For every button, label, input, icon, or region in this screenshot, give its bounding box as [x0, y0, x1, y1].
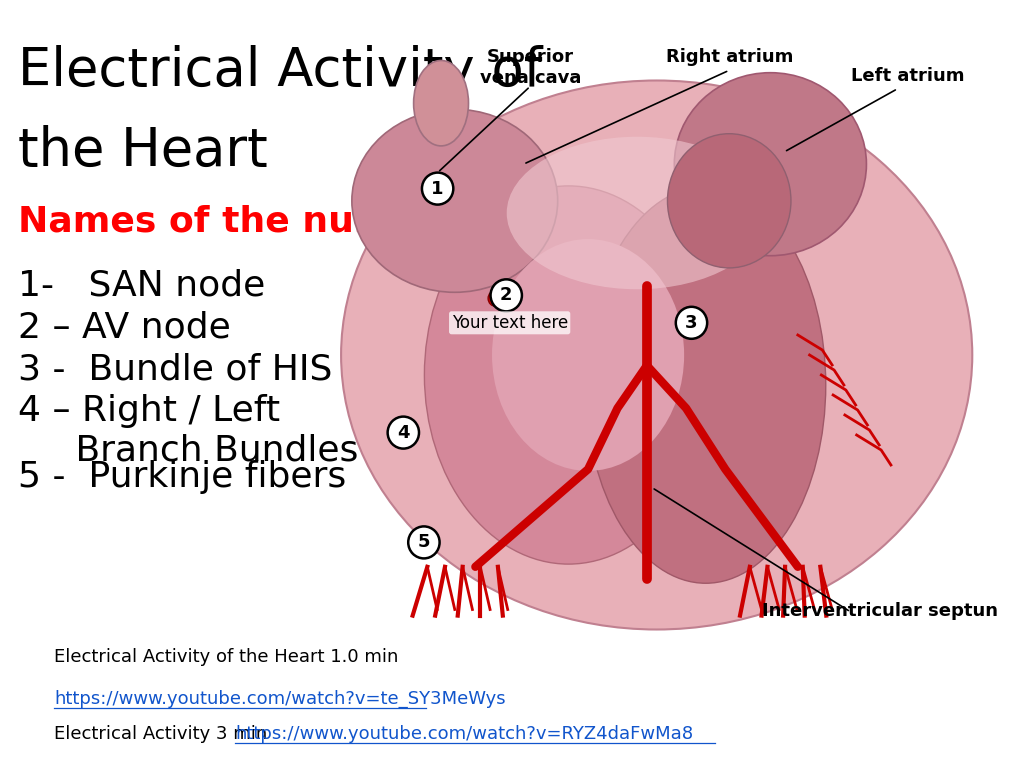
Ellipse shape — [352, 110, 558, 292]
Circle shape — [388, 416, 419, 449]
Text: Electrical Activity of the Heart 1.0 min: Electrical Activity of the Heart 1.0 min — [54, 648, 398, 666]
Text: 1-   SAN node: 1- SAN node — [17, 268, 265, 302]
Ellipse shape — [586, 186, 825, 583]
Text: 4 – Right / Left
     Branch Bundles: 4 – Right / Left Branch Bundles — [17, 394, 358, 467]
Ellipse shape — [414, 61, 469, 146]
Text: Electrical Activity of: Electrical Activity of — [17, 45, 542, 97]
Ellipse shape — [492, 239, 684, 471]
Text: Your text here: Your text here — [452, 314, 567, 332]
Text: Left atrium: Left atrium — [851, 67, 965, 84]
Text: 2: 2 — [500, 286, 512, 304]
Circle shape — [409, 526, 439, 558]
Ellipse shape — [507, 137, 767, 289]
Text: 2 – AV node: 2 – AV node — [17, 310, 230, 344]
Text: Interventricular septun: Interventricular septun — [762, 602, 998, 620]
Text: https://www.youtube.com/watch?v=te_SY3MeWys: https://www.youtube.com/watch?v=te_SY3Me… — [54, 690, 506, 708]
Ellipse shape — [424, 186, 713, 564]
Circle shape — [676, 307, 708, 339]
Text: Names of the numbers!: Names of the numbers! — [17, 205, 498, 239]
Text: 5 -  Purkinje fibers: 5 - Purkinje fibers — [17, 460, 346, 494]
Text: 5: 5 — [418, 533, 430, 551]
Text: Superior
vena cava: Superior vena cava — [479, 48, 581, 87]
Text: Electrical Activity 3 min: Electrical Activity 3 min — [54, 725, 279, 743]
Text: 1: 1 — [431, 179, 443, 198]
Ellipse shape — [341, 81, 972, 630]
Text: Right atrium: Right atrium — [666, 48, 793, 66]
Text: 3: 3 — [685, 314, 697, 332]
Text: 4: 4 — [397, 423, 410, 442]
Circle shape — [422, 173, 454, 205]
Circle shape — [488, 291, 504, 306]
Text: the Heart: the Heart — [17, 125, 267, 177]
Circle shape — [490, 279, 522, 311]
Ellipse shape — [675, 73, 866, 255]
Text: 3 -  Bundle of HIS: 3 - Bundle of HIS — [17, 352, 332, 386]
Ellipse shape — [668, 133, 791, 268]
Text: https://www.youtube.com/watch?v=RYZ4daFwMa8: https://www.youtube.com/watch?v=RYZ4daFw… — [236, 725, 693, 743]
